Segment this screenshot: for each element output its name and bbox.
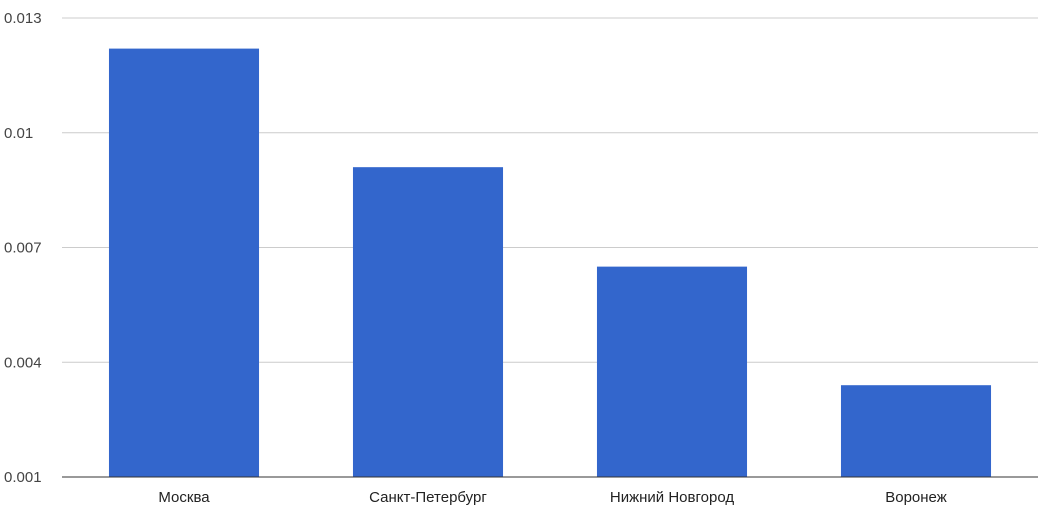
x-category-label: Санкт-Петербург [369,489,487,506]
bar [352,167,504,478]
x-category-label: Воронеж [885,489,947,506]
bars [108,48,992,478]
x-category-label: Нижний Новгород [610,489,734,506]
y-tick-label: 0.013 [4,10,42,27]
y-tick-label: 0.004 [4,354,42,371]
x-axis-categories: Москва Санкт-Петербург Нижний Новгород Воро… [158,489,946,506]
x-category-label: Москва [158,489,210,506]
y-tick-label: 0.01 [4,125,33,142]
y-axis-ticks: 0.013 0.01 0.007 0.004 0.001 [4,10,42,486]
bar [596,266,748,477]
y-tick-label: 0.007 [4,240,42,257]
y-tick-label: 0.001 [4,469,42,486]
bar [840,385,992,477]
bar [108,48,260,477]
